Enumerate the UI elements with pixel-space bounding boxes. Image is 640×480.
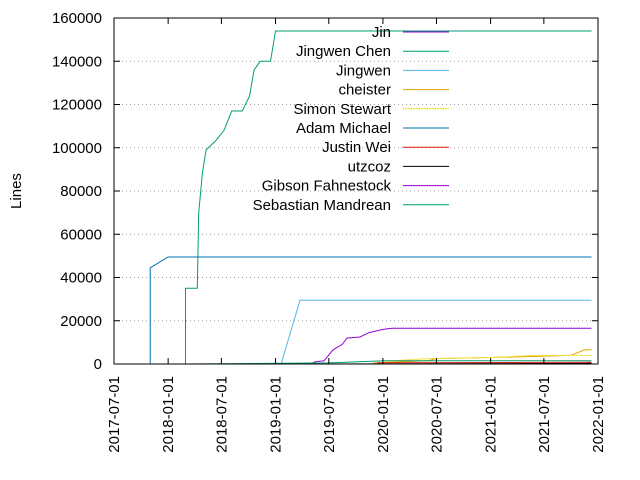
x-tick-label: 2022-01-01 (590, 376, 607, 453)
legend-label: Sebastian Mandrean (253, 197, 391, 214)
y-tick-label: 40000 (60, 270, 102, 287)
x-tick-label: 2020-07-01 (428, 376, 445, 453)
legend-label: utzcoz (348, 158, 391, 175)
x-tick-label: 2019-07-01 (321, 376, 338, 453)
grid-lines (114, 60, 598, 322)
x-tick-label: 2018-07-01 (213, 376, 230, 453)
legend-label: Gibson Fahnestock (262, 178, 392, 195)
series-line-2 (185, 30, 592, 364)
y-tick-label: 80000 (60, 183, 102, 200)
series-line-5 (373, 354, 592, 365)
legend-label: Jingwen (336, 62, 391, 79)
y-axis-label: Lines (8, 173, 25, 209)
x-tick-label: 2021-07-01 (536, 376, 553, 453)
y-tick-label: 160000 (52, 10, 102, 27)
x-axis: 2017-07-01 2018-01-01 2018-07-01 2019-01-01… (106, 18, 607, 453)
y-tick-label: 120000 (52, 97, 102, 114)
y-axis: 0 20000 40000 60000 80000 100000 120000 140000 1… (52, 10, 598, 373)
x-tick-label: 2019-01-01 (268, 376, 285, 453)
legend: Jin Jingwen Chen Jingwen cheister Simon Stew… (253, 24, 449, 214)
legend-label: Jingwen Chen (296, 43, 391, 60)
y-tick-label: 0 (94, 356, 102, 373)
series-line-10 (185, 360, 592, 365)
x-tick-label: 2021-01-01 (483, 376, 500, 453)
legend-label: Adam Michael (296, 120, 391, 137)
legend-label: cheister (338, 82, 391, 99)
y-tick-label: 60000 (60, 226, 102, 243)
series-line-6 (149, 256, 592, 364)
legend-label: Simon Stewart (293, 101, 391, 118)
x-tick-label: 2020-01-01 (375, 376, 392, 453)
legend-label: Jin (372, 24, 391, 41)
series-line-9 (310, 327, 592, 365)
y-tick-label: 140000 (52, 53, 102, 70)
legend-label: Justin Wei (322, 139, 391, 156)
y-tick-label: 100000 (52, 140, 102, 157)
y-tick-label: 20000 (60, 313, 102, 330)
x-tick-label: 2018-01-01 (160, 376, 177, 453)
x-tick-label: 2017-07-01 (106, 376, 123, 453)
